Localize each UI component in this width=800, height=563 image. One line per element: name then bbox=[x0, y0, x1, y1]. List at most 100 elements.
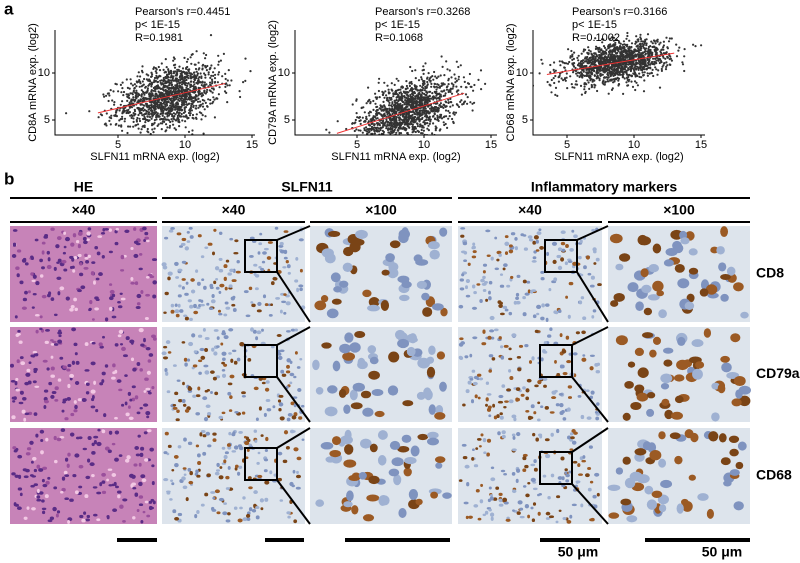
scatter-dot bbox=[197, 77, 200, 80]
scatter-dot bbox=[415, 99, 418, 102]
scatter-dot bbox=[359, 129, 362, 132]
cell bbox=[480, 278, 485, 283]
cell bbox=[652, 280, 664, 292]
cell bbox=[225, 259, 230, 263]
scatter-dot bbox=[181, 74, 184, 77]
scatter-dot bbox=[406, 108, 409, 111]
scatter-dot bbox=[137, 106, 140, 110]
scatter-dot bbox=[115, 136, 117, 138]
cell bbox=[504, 235, 509, 239]
scatter-dot bbox=[614, 56, 617, 59]
scatter-dot bbox=[597, 61, 600, 64]
scatter-dot bbox=[150, 83, 153, 86]
scatter-dot bbox=[609, 49, 612, 52]
cell bbox=[50, 297, 55, 302]
cell bbox=[31, 306, 35, 309]
scatter-dot bbox=[634, 88, 637, 92]
scatter-dot bbox=[230, 79, 233, 82]
cell bbox=[87, 254, 91, 259]
cell bbox=[254, 274, 260, 278]
scatter-dot bbox=[102, 93, 105, 96]
scatter-dot bbox=[620, 50, 623, 53]
scatter-dot bbox=[148, 115, 152, 119]
scatter-dot bbox=[379, 143, 381, 145]
cell bbox=[258, 242, 263, 246]
magnification: ×40 bbox=[518, 202, 542, 218]
cell bbox=[43, 404, 47, 410]
scatter-dot bbox=[553, 70, 556, 74]
scatter-dot bbox=[431, 132, 434, 135]
scatter-dot bbox=[189, 89, 192, 92]
scatter-dot bbox=[625, 49, 628, 52]
scatter-dot bbox=[595, 45, 598, 48]
cell bbox=[90, 389, 96, 394]
scatter-dot bbox=[463, 100, 467, 103]
cell bbox=[39, 315, 43, 319]
scatter-dot bbox=[655, 47, 659, 50]
scatter-dot bbox=[604, 61, 607, 64]
scatter-dot bbox=[169, 107, 172, 110]
cell bbox=[260, 267, 265, 272]
cell bbox=[124, 401, 128, 406]
cell bbox=[635, 301, 644, 312]
scatter-dot bbox=[411, 144, 413, 146]
scatter-dot bbox=[370, 125, 374, 128]
cell bbox=[615, 263, 624, 271]
cell bbox=[133, 253, 139, 258]
cell bbox=[51, 390, 57, 395]
scatter-dot bbox=[207, 71, 210, 74]
scatter-dot bbox=[151, 73, 154, 76]
scatter-dot bbox=[419, 112, 422, 115]
cell bbox=[16, 273, 20, 278]
scatter-dot bbox=[453, 73, 456, 76]
scatter-dot bbox=[427, 112, 430, 115]
scatter-dot bbox=[416, 97, 420, 100]
scatter-dot bbox=[399, 124, 402, 127]
scatter-dot bbox=[123, 117, 127, 120]
cell bbox=[536, 312, 540, 316]
cell bbox=[380, 300, 390, 311]
scatter-dot bbox=[445, 60, 448, 63]
cell bbox=[228, 284, 233, 288]
scatter-dot bbox=[388, 124, 391, 127]
scatter-dot bbox=[433, 112, 436, 115]
scatter-dot bbox=[225, 91, 228, 94]
scatter-dot bbox=[166, 126, 169, 129]
magnification: ×40 bbox=[222, 202, 246, 218]
scatter-dot bbox=[116, 108, 119, 111]
cell bbox=[282, 266, 287, 269]
scatter-dot bbox=[608, 45, 611, 48]
cell bbox=[130, 357, 135, 362]
scatter-dot bbox=[160, 83, 163, 86]
scatter-dot bbox=[162, 78, 165, 81]
scatter-dot bbox=[201, 114, 204, 117]
scatter-dot bbox=[145, 104, 148, 107]
scatter-dot bbox=[626, 53, 629, 56]
scatter-dot bbox=[652, 39, 656, 42]
scatter-dot bbox=[159, 103, 162, 106]
scatter-dot bbox=[145, 109, 148, 112]
scatter-dot bbox=[588, 56, 592, 60]
scatter-dot bbox=[103, 123, 106, 126]
scatter-dot bbox=[653, 63, 656, 66]
scatter-dot bbox=[665, 65, 668, 68]
cell bbox=[174, 309, 180, 314]
scatter-dot bbox=[367, 138, 369, 140]
cell bbox=[497, 300, 502, 304]
cell bbox=[472, 250, 477, 254]
scatter-dot bbox=[191, 73, 194, 76]
scatter-dot bbox=[371, 143, 373, 145]
scatter-dot bbox=[652, 74, 655, 78]
scatter-dot bbox=[139, 131, 142, 134]
scatter-dot bbox=[168, 71, 171, 74]
scatter-dot bbox=[637, 49, 640, 53]
scatter-dot bbox=[380, 113, 383, 116]
cell bbox=[219, 283, 225, 288]
scatter-dot bbox=[393, 83, 396, 86]
scatter-dot bbox=[395, 119, 398, 122]
scatter-dot bbox=[204, 73, 207, 77]
scatter-dot bbox=[414, 77, 417, 80]
scatter-dot bbox=[668, 63, 671, 66]
scatter-dot bbox=[186, 65, 189, 69]
scatter-dot bbox=[368, 145, 370, 147]
